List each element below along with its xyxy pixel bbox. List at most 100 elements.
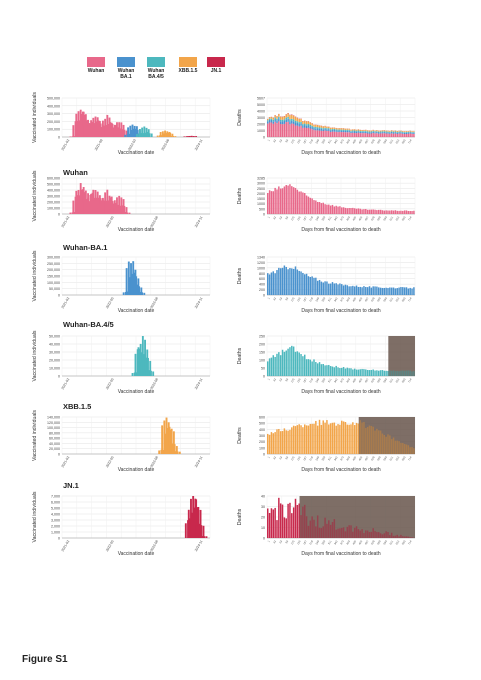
bar — [285, 117, 287, 120]
bar — [385, 133, 387, 137]
bar — [69, 136, 72, 137]
bar — [339, 128, 341, 130]
x-tick-label: 94 — [284, 377, 289, 382]
chart-4: 0 50,000 100,000 150,000 200,000 250,000 300,0… — [32, 250, 211, 314]
y-tick-label: 0 — [263, 136, 265, 140]
x-axis-label: Vaccination date — [118, 308, 155, 314]
y-tick-label: 5,000 — [51, 507, 60, 511]
bar — [309, 423, 312, 454]
y-tick-label: 0 — [263, 537, 265, 541]
bar — [331, 282, 334, 295]
bar — [274, 187, 276, 214]
bar — [348, 286, 350, 295]
x-tick-label: 373 — [339, 539, 345, 545]
y-tick-label: 0 — [58, 136, 60, 140]
chart-0: 0 100,000 200,000 300,000 400,000 500,000 2021… — [32, 92, 211, 156]
y-tick-label: 300,000 — [47, 112, 60, 116]
bar — [281, 119, 284, 122]
legend-swatch — [207, 57, 225, 67]
bar — [383, 132, 386, 134]
bar — [95, 197, 98, 214]
row-title-wuhan-ba45: Wuhan-BA.4/5 — [63, 320, 114, 329]
bar — [123, 205, 126, 214]
bar — [289, 115, 291, 120]
y-tick-label: 200 — [259, 288, 265, 292]
bar — [199, 509, 202, 538]
bar — [276, 270, 278, 295]
bar — [305, 128, 308, 137]
y-tick-label: 0 — [58, 213, 60, 217]
bar — [342, 132, 345, 137]
bar — [294, 120, 297, 123]
x-tick-label: 32 — [272, 377, 277, 382]
bar — [159, 132, 162, 137]
bar — [283, 428, 286, 454]
bar — [394, 288, 397, 295]
x-tick-label: 621 — [388, 455, 394, 461]
y-tick-label: 600,000 — [47, 177, 60, 181]
bar — [109, 122, 112, 137]
bar — [394, 130, 397, 132]
bar — [281, 188, 284, 214]
y-tick-label: 300,000 — [47, 195, 60, 199]
bar — [348, 132, 350, 137]
bar — [407, 288, 410, 295]
bar — [285, 119, 287, 123]
bar — [90, 193, 93, 214]
y-tick-label: 30 — [261, 505, 265, 509]
bar — [172, 431, 175, 454]
chart-11: 0 10 20 30 40 1 32 63 94 125 156 187 218 249 280 311 342… — [237, 495, 416, 557]
bar — [119, 212, 122, 214]
y-tick-label: 3285 — [257, 177, 265, 181]
bar — [279, 503, 282, 538]
y-axis-label: Vaccinated individuals — [32, 170, 38, 221]
bar — [389, 131, 391, 132]
bar — [302, 127, 304, 137]
y-tick-label: 800 — [259, 272, 265, 276]
bar — [122, 292, 125, 295]
bar — [298, 191, 300, 214]
bar — [405, 131, 408, 132]
bar — [316, 127, 319, 129]
bar — [119, 205, 121, 214]
bar — [411, 211, 413, 214]
x-tick-label: 683 — [401, 377, 407, 383]
bar — [147, 370, 150, 376]
censored-overlay — [358, 417, 415, 454]
x-tick-label: 559 — [376, 377, 382, 383]
x-tick-label: 2021-02 — [61, 215, 71, 228]
bar — [376, 131, 378, 134]
row-title-wuhan-ba1: Wuhan-BA.1 — [63, 243, 108, 252]
bar — [341, 367, 343, 376]
bar — [326, 130, 328, 137]
x-tick-label: 63 — [278, 455, 283, 460]
bar — [82, 187, 85, 214]
bar — [81, 125, 84, 137]
bar — [136, 284, 138, 295]
y-tick-label: 5607 — [257, 97, 265, 101]
y-tick-label: 5000 — [257, 103, 265, 107]
bar — [374, 130, 376, 132]
bar — [398, 130, 400, 132]
bar — [383, 130, 386, 132]
bar — [294, 117, 297, 121]
bar — [353, 425, 356, 454]
bar — [291, 268, 293, 295]
bar — [292, 119, 295, 122]
x-axis-label: Days from final vaccination to death — [301, 551, 380, 557]
bar — [348, 208, 350, 214]
bar — [398, 131, 400, 133]
x-tick-label: 435 — [351, 539, 357, 545]
y-tick-label: 500,000 — [47, 183, 60, 187]
y-tick-label: 400 — [259, 283, 265, 287]
bar — [291, 114, 293, 119]
bar — [374, 286, 376, 295]
bar — [131, 373, 134, 376]
bar — [346, 367, 349, 376]
bar — [296, 425, 299, 454]
bar — [374, 370, 376, 376]
x-tick-label: 218 — [308, 215, 314, 221]
bar — [344, 284, 347, 295]
bar — [365, 129, 367, 131]
